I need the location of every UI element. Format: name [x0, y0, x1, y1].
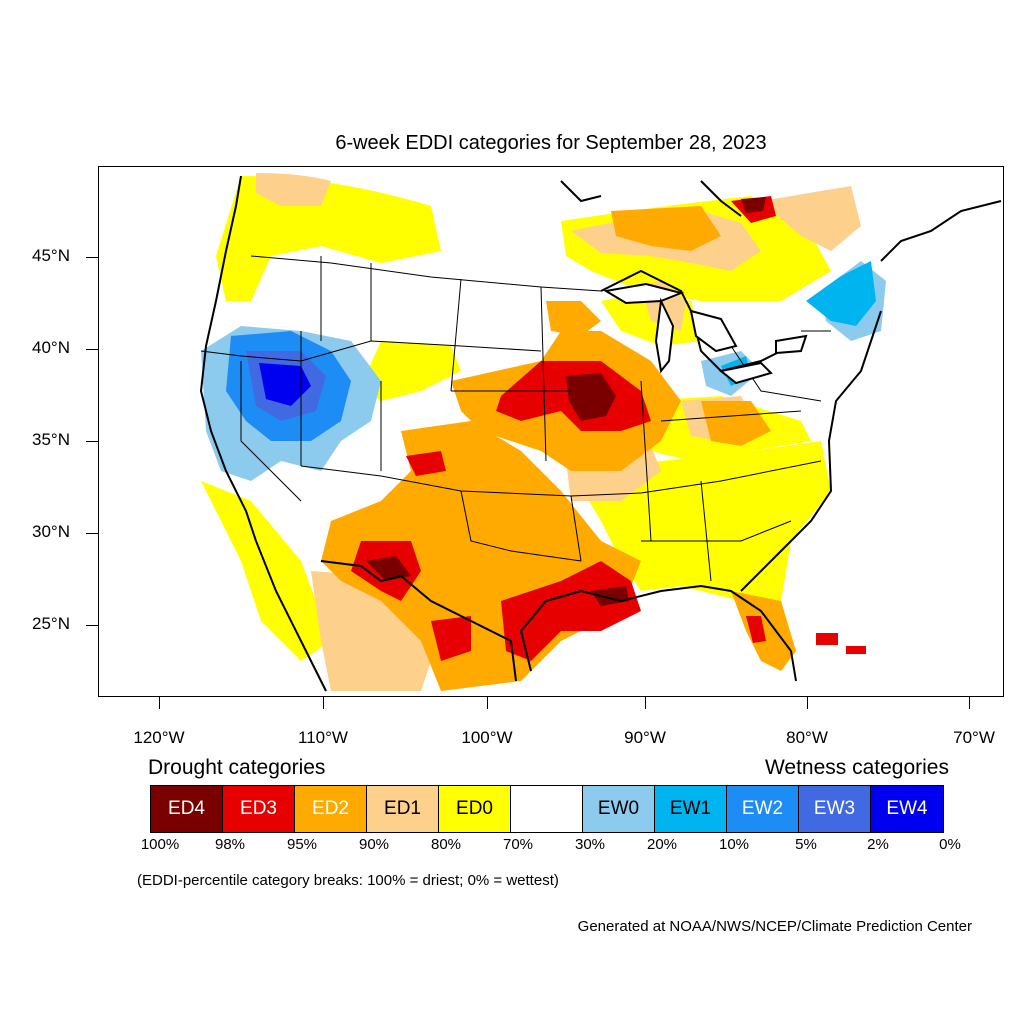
lat-label: 45°N [32, 246, 70, 265]
legend-box-ew4: EW4 [871, 786, 943, 832]
percentile-label: 10% [718, 836, 750, 853]
percentile-label: 5% [795, 836, 817, 853]
lon-label: 100°W [461, 728, 513, 747]
great-lakes [603, 282, 808, 385]
wetness-categories-title: Wetness categories [764, 756, 949, 779]
eddi-map [199, 167, 1002, 696]
legend-box-ew2: EW2 [727, 786, 799, 832]
percentile-label: 80% [430, 836, 462, 853]
percentile-label: 70% [502, 836, 534, 853]
lon-label: 110°W [298, 728, 348, 747]
lat-tick [86, 625, 98, 626]
legend-box-ed1: ED1 [367, 786, 439, 832]
category-legend: ED4 ED3 ED2 ED1 ED0 EW0 EW1 EW2 EW3 EW4 [150, 785, 944, 833]
islands [816, 633, 866, 654]
percentile-label: 98% [214, 836, 246, 853]
lat-tick [86, 533, 98, 534]
percentile-label: 90% [358, 836, 390, 853]
lon-label: 90°W [624, 728, 666, 747]
percentile-label: 0% [939, 836, 961, 853]
percentile-label: 2% [867, 836, 889, 853]
legend-box-ed2: ED2 [295, 786, 367, 832]
lon-tick [645, 697, 646, 709]
lat-label: 30°N [32, 522, 70, 541]
lon-tick [159, 697, 160, 709]
percentile-label: 100% [140, 836, 180, 853]
drought-categories-title: Drought categories [148, 756, 326, 779]
lon-tick [807, 697, 808, 709]
legend-box-ew0: EW0 [583, 786, 655, 832]
lat-tick [86, 441, 98, 442]
percentile-label: 30% [574, 836, 606, 853]
percentile-label: 95% [286, 836, 318, 853]
legend-box-ew3: EW3 [799, 786, 871, 832]
legend-box-ed0: ED0 [439, 786, 511, 832]
lat-tick [86, 257, 98, 258]
lon-label: 120°W [133, 728, 185, 747]
legend-box-ed4: ED4 [151, 786, 223, 832]
lon-tick [487, 697, 488, 709]
lon-label: 80°W [786, 728, 828, 747]
credit-text: Generated at NOAA/NWS/NCEP/Climate Predi… [577, 918, 972, 935]
lat-label: 35°N [32, 430, 70, 449]
legend-box-ew1: EW1 [655, 786, 727, 832]
lon-tick [323, 697, 324, 709]
lon-label: 70°W [953, 728, 995, 747]
state-boundaries [200, 255, 831, 582]
map-title: 6-week EDDI categories for September 28,… [335, 132, 767, 154]
ed3-regions [351, 196, 776, 661]
legend-box-ed3: ED3 [223, 786, 295, 832]
percentile-label: 20% [646, 836, 678, 853]
legend-box-normal [511, 786, 583, 832]
ew4-regions [259, 363, 311, 406]
lat-label: 40°N [32, 338, 70, 357]
lon-tick [969, 697, 970, 709]
lat-label: 25°N [32, 614, 70, 633]
map-frame [98, 166, 1004, 697]
category-breaks-note: (EDDI-percentile category breaks: 100% =… [137, 872, 559, 889]
lat-tick [86, 349, 98, 350]
